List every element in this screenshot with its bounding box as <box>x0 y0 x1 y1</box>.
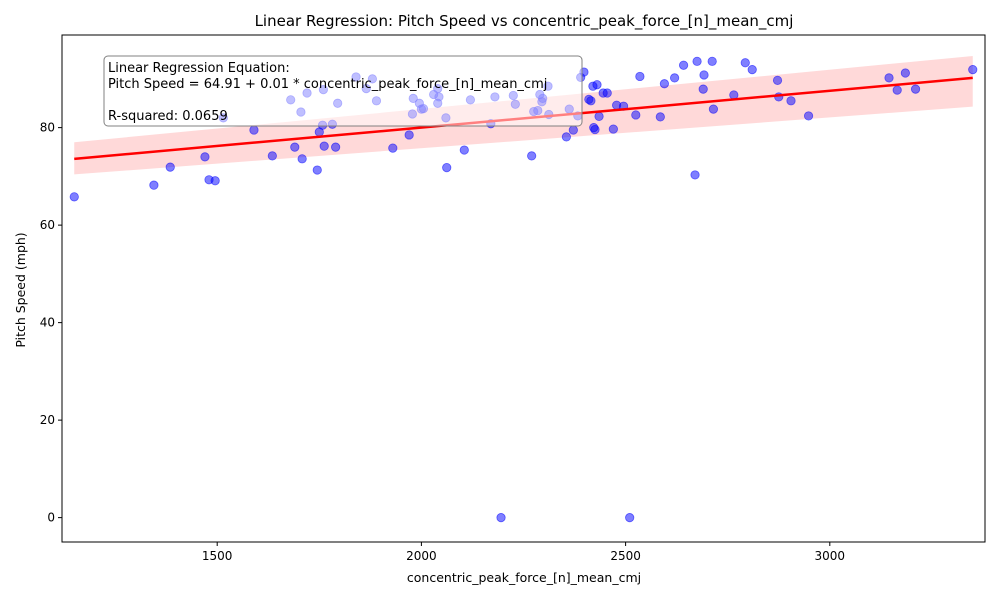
data-point <box>404 130 414 140</box>
data-point <box>900 68 910 78</box>
data-point <box>319 141 329 151</box>
data-point <box>602 88 612 98</box>
data-point <box>442 163 452 173</box>
data-point <box>561 132 571 142</box>
data-point <box>631 110 641 120</box>
y-tick-label: 80 <box>40 121 55 135</box>
chart-title: Linear Regression: Pitch Speed vs concen… <box>255 12 794 31</box>
data-point <box>267 151 277 161</box>
x-axis-label: concentric_peak_force_[n]_mean_cmj <box>407 570 641 585</box>
data-point <box>69 192 79 202</box>
equation-line: Pitch Speed = 64.91 + 0.01 * concentric_… <box>108 77 547 92</box>
x-axis: 1500 2000 2500 3000 <box>202 542 845 563</box>
data-point <box>165 162 175 172</box>
data-point <box>747 65 757 75</box>
plot-area: Linear Regression Equation:Pitch Speed =… <box>61 34 986 543</box>
y-axis: 0 20 40 60 80 <box>40 121 62 525</box>
equation-box: Linear Regression Equation:Pitch Speed =… <box>103 55 583 127</box>
data-point <box>594 111 604 122</box>
data-point <box>884 73 894 83</box>
data-point <box>740 58 750 68</box>
data-point <box>692 56 702 66</box>
data-point <box>910 84 921 94</box>
data-point <box>803 111 814 121</box>
y-axis-label: Pitch Speed (mph) <box>13 232 28 347</box>
data-point <box>608 124 618 134</box>
data-point <box>968 65 978 75</box>
data-point <box>635 71 645 82</box>
plot-frame <box>61 34 986 543</box>
equation-line: R-squared: 0.0659 <box>108 109 228 124</box>
data-point <box>690 170 700 180</box>
data-point <box>892 85 902 95</box>
x-tick-label: 2000 <box>406 549 437 563</box>
data-point <box>459 145 469 155</box>
data-point <box>590 124 600 135</box>
x-tick-label: 3000 <box>815 549 846 563</box>
data-point <box>708 104 719 114</box>
data-point <box>698 84 708 94</box>
data-point <box>786 96 796 106</box>
y-tick-label: 0 <box>47 511 55 525</box>
data-point <box>496 513 506 523</box>
data-point <box>670 73 680 83</box>
data-point <box>659 79 670 89</box>
data-point <box>312 165 322 175</box>
y-tick-label: 40 <box>40 316 55 330</box>
data-point <box>625 513 635 523</box>
data-point <box>699 70 709 80</box>
data-point <box>655 112 665 122</box>
data-point <box>678 60 689 70</box>
data-point <box>297 154 307 164</box>
data-point <box>388 143 398 153</box>
x-tick-label: 1500 <box>202 549 233 563</box>
data-point <box>290 142 300 152</box>
data-point <box>149 180 159 190</box>
data-point <box>586 96 596 106</box>
data-point <box>331 142 341 152</box>
data-point <box>527 151 537 161</box>
x-tick-label: 2500 <box>610 549 641 563</box>
data-point <box>772 75 783 85</box>
data-point <box>592 80 602 90</box>
y-tick-label: 20 <box>40 413 55 427</box>
data-point <box>200 152 210 162</box>
data-point <box>568 125 578 135</box>
y-tick-label: 60 <box>40 218 55 232</box>
data-point <box>707 56 717 66</box>
equation-line: Linear Regression Equation: <box>108 61 290 76</box>
data-point <box>210 176 220 186</box>
data-point <box>249 125 259 135</box>
